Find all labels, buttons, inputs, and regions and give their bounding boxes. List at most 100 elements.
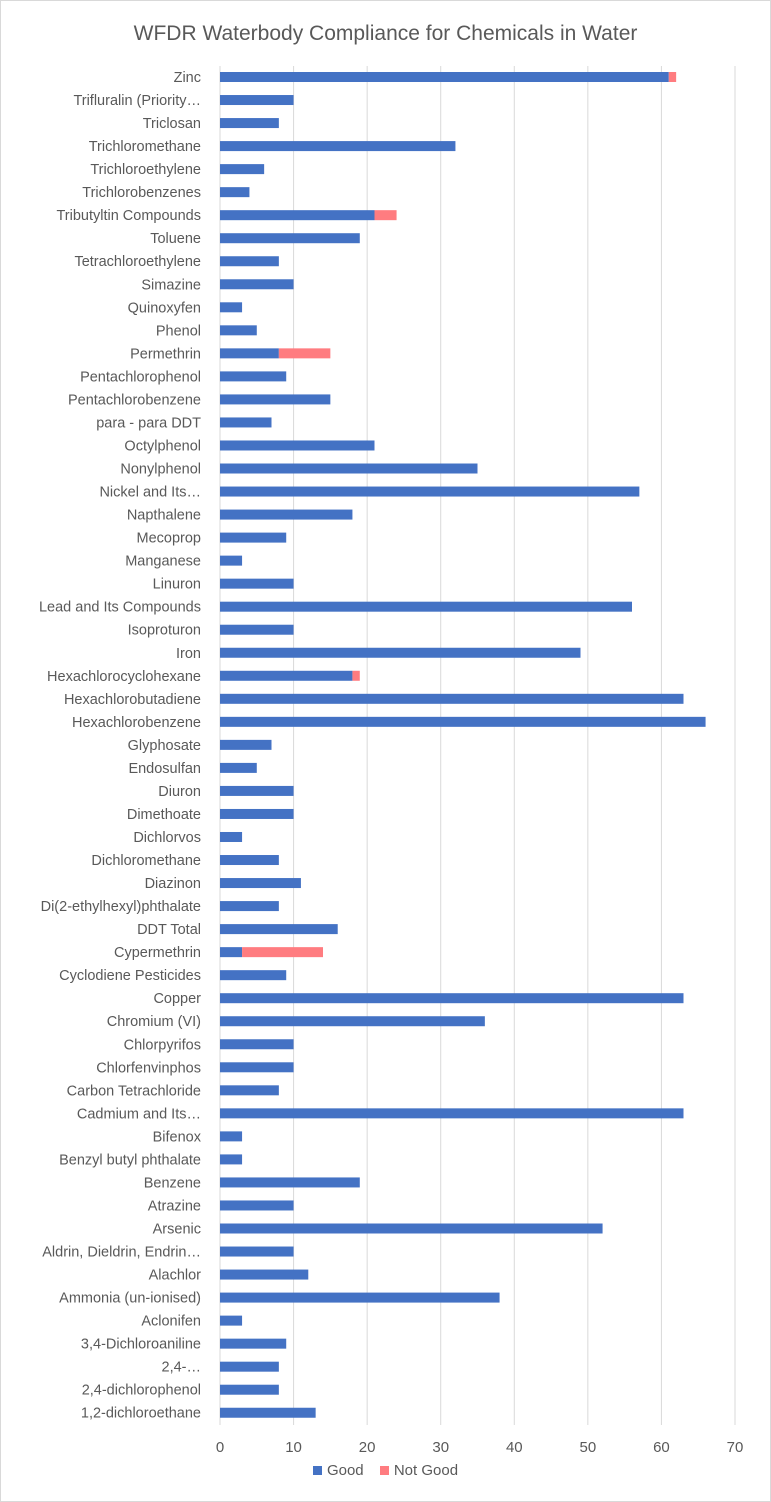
bar-good: [220, 1154, 243, 1165]
category-label: Benzyl butyl phthalate: [59, 1152, 201, 1168]
bar-good: [220, 394, 331, 405]
bar-not-good: [374, 210, 397, 221]
bar-good: [220, 371, 287, 382]
bar-good: [220, 1361, 279, 1372]
x-tick-label: 40: [506, 1439, 523, 1456]
bar-good: [220, 1039, 294, 1050]
category-label: 2,4-dichlorophenol: [82, 1383, 201, 1399]
bar-good: [220, 1016, 485, 1027]
category-label: Mecoprop: [137, 531, 201, 547]
x-tick-label: 30: [432, 1439, 449, 1456]
bar-good: [220, 187, 250, 198]
bar-good: [220, 72, 669, 82]
chart-title: WFDR Waterbody Compliance for Chemicals …: [133, 22, 638, 45]
category-label: Hexachlorocyclohexane: [47, 669, 201, 685]
bar-good: [220, 578, 294, 589]
category-label: Chlorfenvinphos: [96, 1060, 201, 1076]
x-axis-tick-labels: 0 10 20 30 40 50 60 70: [216, 1439, 744, 1456]
category-label: Pentachlorobenzene: [68, 392, 201, 408]
category-label: Hexachlorobutadiene: [64, 692, 201, 708]
category-label: Arsenic: [153, 1222, 201, 1238]
x-tick-label: 10: [285, 1439, 302, 1456]
category-label: Manganese: [125, 554, 201, 570]
category-label: Nonylphenol: [120, 462, 201, 478]
category-label: Chromium (VI): [107, 1014, 201, 1030]
bar-good: [220, 141, 456, 152]
bar-good: [220, 947, 243, 958]
bar-good: [220, 302, 243, 313]
bar-good: [220, 762, 257, 773]
category-label: Bifenox: [153, 1129, 202, 1145]
bar-good: [220, 855, 279, 866]
category-label: Dichloromethane: [91, 853, 201, 869]
bar-good: [220, 1062, 294, 1073]
category-label: Diuron: [158, 784, 201, 800]
category-label: Lead and Its Compounds: [39, 600, 201, 616]
bar-good: [220, 555, 243, 566]
category-label: Pentachlorophenol: [80, 369, 201, 385]
legend-label-not-good: Not Good: [393, 1462, 459, 1479]
bar-good: [220, 279, 294, 290]
x-tick-label: 50: [580, 1439, 597, 1456]
bar-good: [220, 1177, 360, 1188]
x-tick-label: 70: [727, 1439, 744, 1456]
category-label: Toluene: [150, 231, 201, 247]
bar-good: [220, 970, 287, 981]
category-label: Permethrin: [130, 346, 201, 362]
bar-good: [220, 693, 684, 704]
category-label: Diazinon: [145, 876, 201, 892]
category-label: Benzene: [144, 1175, 201, 1191]
category-label: Cadmium and Its…: [77, 1106, 201, 1122]
bar-good: [220, 601, 632, 612]
bar-good: [220, 348, 279, 359]
category-label: Tributyltin Compounds: [56, 208, 201, 224]
bar-good: [220, 440, 375, 451]
bar-good: [220, 417, 272, 428]
category-label: Trifluralin (Priority…: [73, 93, 201, 109]
bar-good: [220, 1131, 243, 1142]
bar-not-good: [352, 670, 360, 681]
bars: [220, 72, 706, 1418]
bar-good: [220, 1315, 243, 1326]
category-label: 1,2-dichloroethane: [81, 1406, 201, 1422]
category-label: para - para DDT: [96, 415, 201, 431]
bar-good: [220, 808, 294, 819]
bar-good: [220, 118, 279, 129]
category-label: Octylphenol: [124, 438, 201, 454]
category-label: Aclonifen: [141, 1314, 201, 1330]
category-label: Cypermethrin: [114, 945, 201, 961]
category-label: Endosulfan: [128, 761, 201, 777]
bar-good: [220, 1407, 316, 1418]
bar-good: [220, 716, 706, 727]
category-label: Glyphosate: [128, 738, 201, 754]
bar-good: [220, 785, 294, 796]
bar-good: [220, 1338, 287, 1349]
category-label: 2,4-…: [162, 1360, 202, 1376]
category-label: Quinoxyfen: [128, 300, 201, 316]
bar-good: [220, 924, 338, 935]
legend: Good Not Good: [0, 1462, 771, 1479]
bar-good: [220, 325, 257, 336]
bar-good: [220, 1200, 294, 1211]
bar-good: [220, 993, 684, 1004]
legend-item-good: Good: [312, 1462, 364, 1479]
x-tick-label: 20: [359, 1439, 376, 1456]
bar-good: [220, 831, 243, 842]
category-label: Triclosan: [143, 116, 201, 132]
category-label: Atrazine: [148, 1198, 201, 1214]
bar-good: [220, 95, 294, 106]
x-tick-label: 0: [216, 1439, 224, 1456]
bar-not-good: [278, 348, 331, 359]
category-labels: Zinc Trifluralin (Priority… Triclosan Trich…: [39, 70, 202, 1422]
gridlines: [219, 66, 736, 1425]
bar-good: [220, 739, 272, 750]
category-label: Di(2-ethylhexyl)phthalate: [41, 899, 201, 915]
category-label: Trichloroethylene: [90, 162, 201, 178]
category-label: Dichlorvos: [133, 830, 201, 846]
bar-good: [220, 509, 353, 520]
category-label: Carbon Tetrachloride: [67, 1083, 201, 1099]
bar-good: [220, 532, 287, 543]
category-label: Trichloromethane: [89, 139, 201, 155]
